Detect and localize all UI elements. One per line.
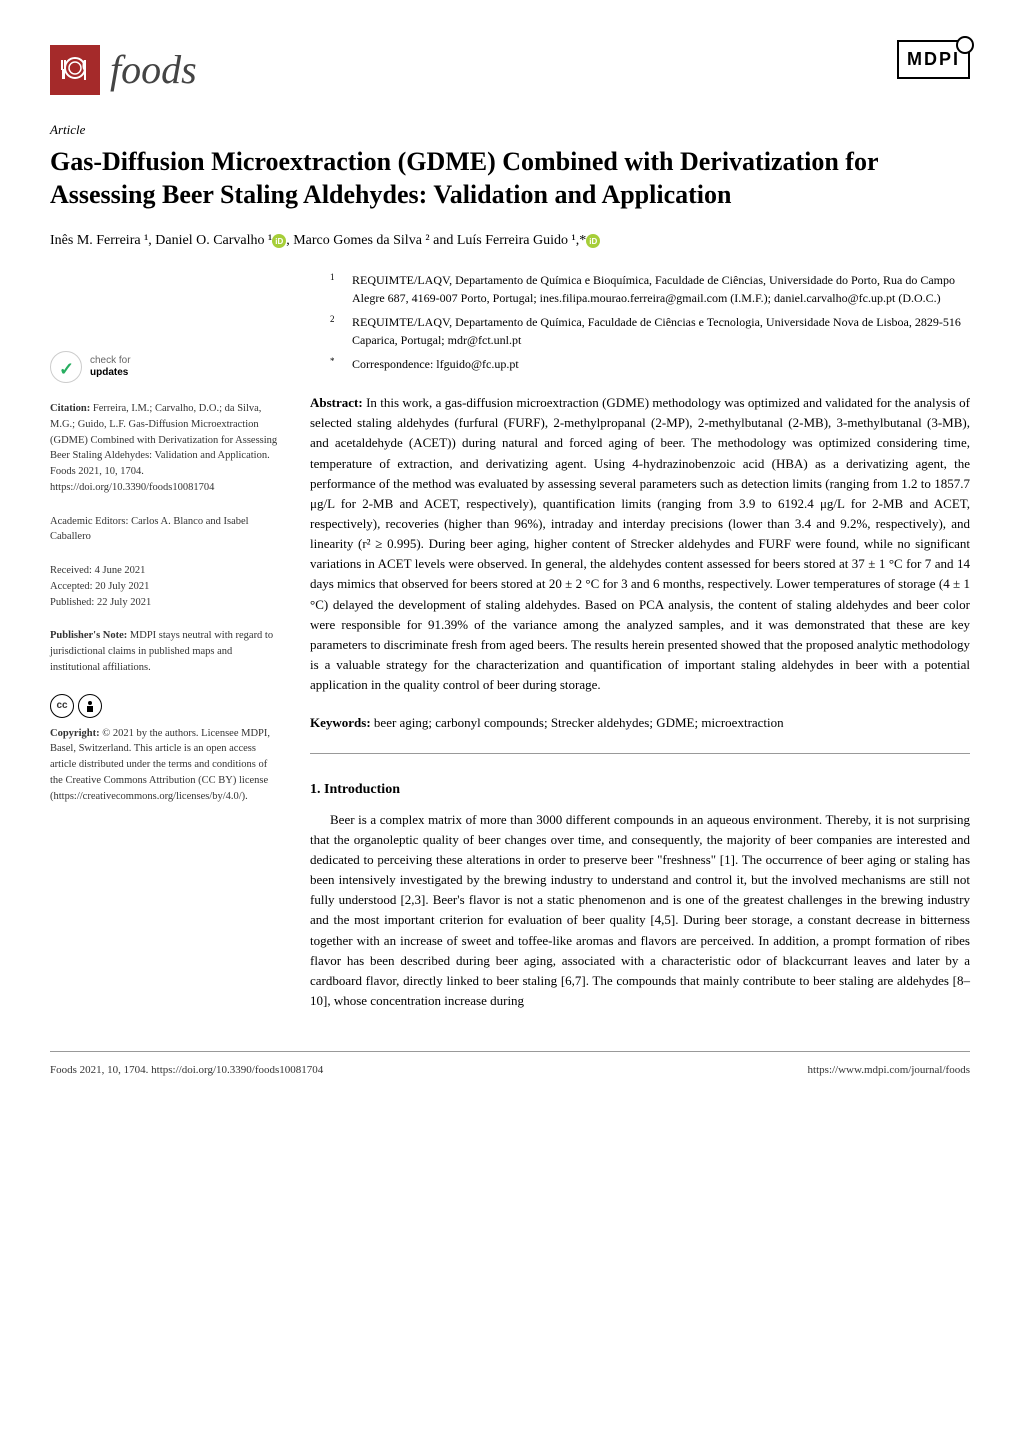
by-icon (78, 694, 102, 718)
citation-text: Ferreira, I.M.; Carvalho, D.O.; da Silva… (50, 403, 277, 493)
cc-icon: cc (50, 694, 74, 718)
intro-paragraph: Beer is a complex matrix of more than 30… (310, 810, 970, 1011)
keywords-text: beer aging; carbonyl compounds; Strecker… (374, 715, 784, 730)
editors-block: Academic Editors: Carlos A. Blanco and I… (50, 514, 280, 546)
affiliation-item: 1 REQUIMTE/LAQV, Departamento de Química… (330, 271, 970, 307)
affiliation-num: * (330, 355, 340, 373)
check-for-text: check for (90, 355, 131, 367)
abstract-text: In this work, a gas-diffusion microextra… (310, 395, 970, 692)
dates-block: Received: 4 June 2021 Accepted: 20 July … (50, 563, 280, 610)
affiliation-text: REQUIMTE/LAQV, Departamento de Química, … (352, 313, 970, 349)
copyright-block: Copyright: © 2021 by the authors. Licens… (50, 726, 280, 805)
citation-label: Citation: (50, 403, 90, 414)
foods-icon (50, 45, 100, 95)
affiliation-item: 2 REQUIMTE/LAQV, Departamento de Química… (330, 313, 970, 349)
article-title: Gas-Diffusion Microextraction (GDME) Com… (50, 145, 970, 213)
accepted-date: Accepted: 20 July 2021 (50, 579, 280, 595)
received-date: Received: 4 June 2021 (50, 563, 280, 579)
published-date: Published: 22 July 2021 (50, 595, 280, 611)
updates-text: updates (90, 367, 131, 379)
publisher-note-label: Publisher's Note: (50, 630, 127, 641)
abstract-label: Abstract: (310, 395, 363, 410)
section-heading: 1. Introduction (310, 779, 970, 800)
authors-part1: Inês M. Ferreira ¹, Daniel O. Carvalho ¹ (50, 233, 272, 248)
editors-label: Academic Editors: (50, 516, 128, 527)
updates-badge[interactable]: check for updates (50, 351, 280, 383)
keywords-label: Keywords: (310, 715, 371, 730)
publisher-note-block: Publisher's Note: MDPI stays neutral wit… (50, 628, 280, 675)
orcid-icon (586, 234, 600, 248)
affiliations: 1 REQUIMTE/LAQV, Departamento de Química… (310, 271, 970, 373)
intro-text: Beer is a complex matrix of more than 30… (310, 810, 970, 1011)
citation-block: Citation: Ferreira, I.M.; Carvalho, D.O.… (50, 401, 280, 496)
authors-part2: , Marco Gomes da Silva ² and Luís Ferrei… (286, 233, 586, 248)
footer-left: Foods 2021, 10, 1704. https://doi.org/10… (50, 1062, 323, 1079)
footer: Foods 2021, 10, 1704. https://doi.org/10… (50, 1051, 970, 1079)
main-content: 1 REQUIMTE/LAQV, Departamento de Química… (310, 271, 970, 1011)
article-type: Article (50, 120, 970, 140)
abstract: Abstract: In this work, a gas-diffusion … (310, 393, 970, 695)
orcid-icon (272, 234, 286, 248)
journal-name: foods (110, 40, 197, 100)
journal-logo: foods (50, 40, 197, 100)
copyright-label: Copyright: (50, 728, 100, 739)
authors: Inês M. Ferreira ¹, Daniel O. Carvalho ¹… (50, 230, 970, 251)
cc-badge: cc (50, 694, 280, 718)
affiliation-num: 1 (330, 271, 340, 307)
check-updates-icon (50, 351, 82, 383)
affiliation-item: * Correspondence: lfguido@fc.up.pt (330, 355, 970, 373)
keywords: Keywords: beer aging; carbonyl compounds… (310, 713, 970, 754)
affiliation-text: REQUIMTE/LAQV, Departamento de Química e… (352, 271, 970, 307)
affiliation-num: 2 (330, 313, 340, 349)
sidebar: check for updates Citation: Ferreira, I.… (50, 271, 280, 1011)
footer-right: https://www.mdpi.com/journal/foods (808, 1062, 970, 1079)
mdpi-logo: MDPI (897, 40, 970, 79)
affiliation-text: Correspondence: lfguido@fc.up.pt (352, 355, 519, 373)
